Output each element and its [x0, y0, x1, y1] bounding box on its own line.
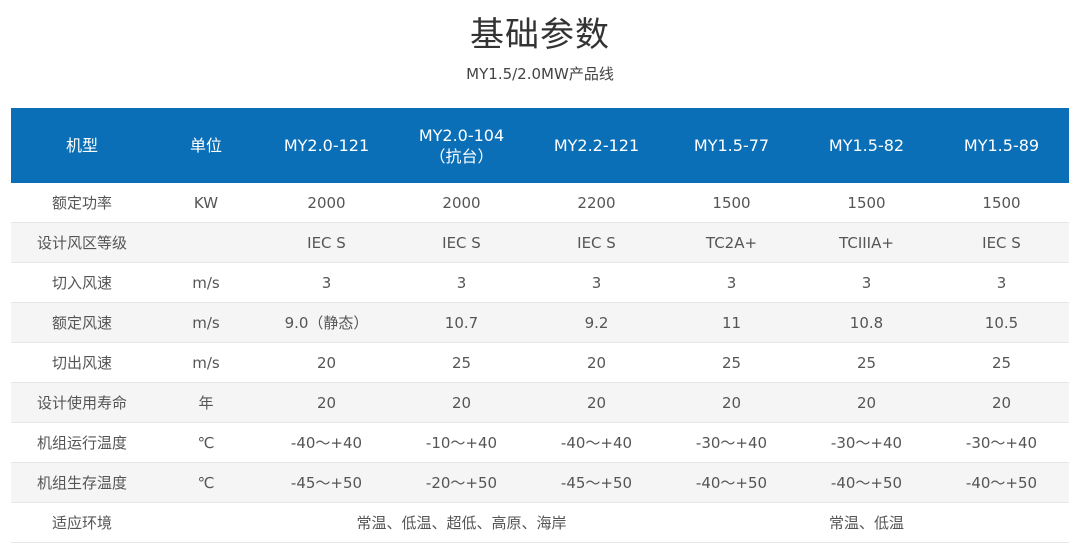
table-row: 设计风区等级 IEC S IEC S IEC S TC2A+ TCIIIA+ I…	[11, 222, 1069, 263]
row-label: 切入风速	[11, 262, 153, 303]
row-unit	[153, 502, 259, 543]
table-row-environment: 适应环境 常温、低温、超低、高原、海岸 常温、低温	[11, 502, 1069, 543]
cell-value: -30～+40	[664, 422, 799, 463]
cell-value: 20	[259, 382, 394, 423]
header-my1-5-77: MY1.5-77	[664, 108, 799, 183]
cell-value: 2000	[259, 183, 394, 223]
cell-value: 10.5	[934, 302, 1069, 343]
row-label: 切出风速	[11, 342, 153, 383]
cell-value: 20	[529, 342, 664, 383]
header-my1-5-89: MY1.5-89	[934, 108, 1069, 183]
row-unit: ℃	[153, 422, 259, 463]
row-unit: KW	[153, 183, 259, 223]
cell-value: IEC S	[394, 222, 529, 263]
table-row: 机组生存温度 ℃ -45～+50 -20～+50 -45～+50 -40～+50…	[11, 462, 1069, 503]
cell-value: -20～+50	[394, 462, 529, 503]
cell-value: 11	[664, 302, 799, 343]
cell-value: 20	[394, 382, 529, 423]
row-label: 额定功率	[11, 183, 153, 223]
cell-value: -10～+40	[394, 422, 529, 463]
header-model: 机型	[11, 108, 153, 183]
cell-value: 1500	[664, 183, 799, 223]
header-my2-0-104-line1: MY2.0-104	[418, 125, 505, 145]
cell-value: 2000	[394, 183, 529, 223]
cell-value: -40～+50	[664, 462, 799, 503]
parameters-table: 机型 单位 MY2.0-121 MY2.0-104 （抗台） MY2.2-121…	[11, 108, 1069, 543]
table-row: 机组运行温度 ℃ -40～+40 -10～+40 -40～+40 -30～+40…	[11, 422, 1069, 463]
cell-value: 2200	[529, 183, 664, 223]
cell-value: 1500	[934, 183, 1069, 223]
row-unit: m/s	[153, 262, 259, 303]
cell-value: 3	[529, 262, 664, 303]
header-unit: 单位	[153, 108, 259, 183]
cell-value: 10.7	[394, 302, 529, 343]
table-row: 额定风速 m/s 9.0（静态） 10.7 9.2 11 10.8 10.5	[11, 302, 1069, 343]
cell-value: 25	[664, 342, 799, 383]
table-row: 切入风速 m/s 3 3 3 3 3 3	[11, 262, 1069, 303]
environment-group-2: 常温、低温	[664, 502, 1069, 543]
cell-value: TC2A+	[664, 222, 799, 263]
table-header-row: 机型 单位 MY2.0-121 MY2.0-104 （抗台） MY2.2-121…	[11, 108, 1069, 183]
cell-value: IEC S	[529, 222, 664, 263]
cell-value: -40～+50	[799, 462, 934, 503]
header-my2-0-104: MY2.0-104 （抗台）	[394, 108, 529, 183]
cell-value: -30～+40	[934, 422, 1069, 463]
row-unit: 年	[153, 382, 259, 423]
cell-value: -45～+50	[529, 462, 664, 503]
row-unit: ℃	[153, 462, 259, 503]
cell-value: 3	[394, 262, 529, 303]
environment-group-1: 常温、低温、超低、高原、海岸	[259, 502, 664, 543]
cell-value: TCIIIA+	[799, 222, 934, 263]
cell-value: IEC S	[259, 222, 394, 263]
cell-value: -45～+50	[259, 462, 394, 503]
cell-value: 20	[934, 382, 1069, 423]
header-my2-2-121: MY2.2-121	[529, 108, 664, 183]
cell-value: 1500	[799, 183, 934, 223]
row-label: 机组运行温度	[11, 422, 153, 463]
cell-value: 25	[394, 342, 529, 383]
row-unit: m/s	[153, 342, 259, 383]
cell-value: 9.2	[529, 302, 664, 343]
cell-value: -40～+50	[934, 462, 1069, 503]
cell-value: 10.8	[799, 302, 934, 343]
row-label: 适应环境	[11, 502, 153, 543]
page-title: 基础参数	[470, 15, 610, 55]
cell-value: 25	[799, 342, 934, 383]
cell-value: 20	[664, 382, 799, 423]
table-row: 设计使用寿命 年 20 20 20 20 20 20	[11, 382, 1069, 423]
row-label: 设计使用寿命	[11, 382, 153, 423]
table-row: 额定功率 KW 2000 2000 2200 1500 1500 1500	[11, 183, 1069, 223]
cell-value: 3	[934, 262, 1069, 303]
row-unit	[153, 222, 259, 263]
cell-value: -40～+40	[529, 422, 664, 463]
cell-value: 9.0（静态）	[259, 302, 394, 343]
header-my2-0-104-line2: （抗台）	[429, 146, 494, 166]
cell-value: 25	[934, 342, 1069, 383]
cell-value: 20	[259, 342, 394, 383]
cell-value: 20	[529, 382, 664, 423]
cell-value: -40～+40	[259, 422, 394, 463]
cell-value: 20	[799, 382, 934, 423]
table-row: 切出风速 m/s 20 25 20 25 25 25	[11, 342, 1069, 383]
cell-value: 3	[664, 262, 799, 303]
cell-value: 3	[799, 262, 934, 303]
cell-value: -30～+40	[799, 422, 934, 463]
cell-value: 3	[259, 262, 394, 303]
cell-value: IEC S	[934, 222, 1069, 263]
row-label: 额定风速	[11, 302, 153, 343]
row-label: 机组生存温度	[11, 462, 153, 503]
header-my2-0-121: MY2.0-121	[259, 108, 394, 183]
header-my1-5-82: MY1.5-82	[799, 108, 934, 183]
page-subtitle: MY1.5/2.0MW产品线	[466, 65, 614, 83]
row-label: 设计风区等级	[11, 222, 153, 263]
row-unit: m/s	[153, 302, 259, 343]
